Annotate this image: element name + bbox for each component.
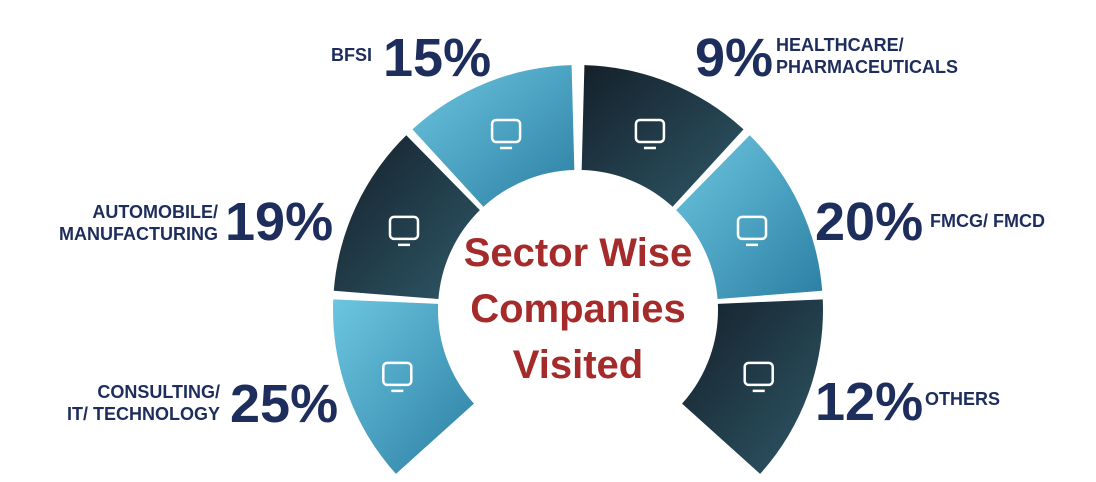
sector-label: PHARMACEUTICALS [776,57,958,77]
title-line: Visited [513,343,643,387]
sector-icon [490,118,522,144]
sector-percent: 19% [225,192,333,252]
sector-label: BFSI [331,45,372,65]
ring-segment [682,299,823,474]
title-line: Companies [470,287,686,331]
sector-percent: 9% [695,28,773,88]
sector-percent: 20% [815,192,923,252]
ring-segment [333,299,474,474]
sector-icon [388,215,420,241]
sector-label: FMCG/ FMCD [930,211,1045,231]
ring-segment [412,65,575,207]
sector-label: AUTOMOBILE/ [92,202,218,222]
sector-percent: 15% [383,28,491,88]
sector-icon [634,118,666,144]
sector-label: HEALTHCARE/ [776,35,904,55]
sector-label: IT/ TECHNOLOGY [67,404,220,424]
ring-segment [581,65,744,207]
sector-icon [736,215,768,241]
sector-label: CONSULTING/ [97,382,220,402]
sector-label: OTHERS [925,389,1000,409]
sector-icon [382,361,413,387]
sector-icon [743,361,774,387]
sector-percent: 25% [230,374,338,434]
title-line: Sector Wise [464,231,693,275]
sector-percent: 12% [815,372,923,432]
sector-label: MANUFACTURING [59,224,218,244]
